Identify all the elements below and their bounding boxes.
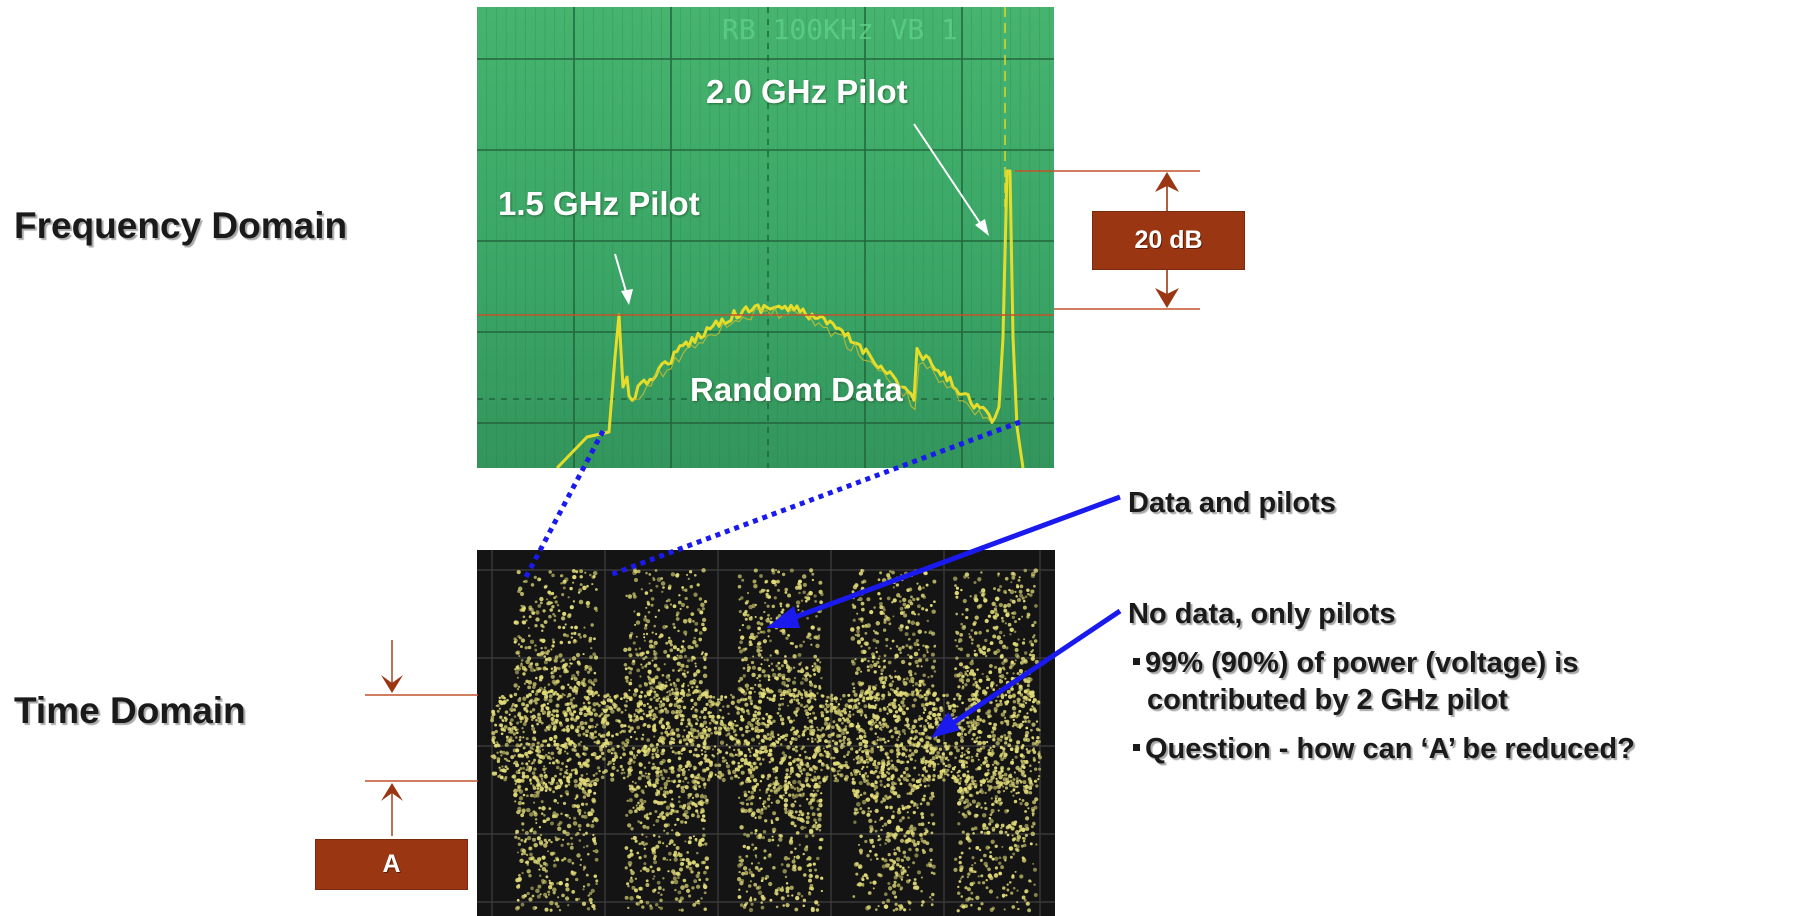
only-pilots-arrow [931, 608, 1122, 738]
data-and-pilots-arrow [766, 494, 1121, 628]
bullet-2: Question - how can ‘A’ be reduced? [1133, 733, 1635, 766]
db-up-arrow [1155, 172, 1179, 211]
time-waveform [477, 550, 1055, 916]
zoom-connector-left [523, 429, 606, 579]
oscilloscope-screen [477, 550, 1055, 916]
spectrum-trace: RB 100KHz VB 1 [477, 7, 1054, 468]
spectrum-analyzer-screen: RB 100KHz VB 1 2.0 GHz Pilot 1.5 GHz Pil… [477, 7, 1054, 468]
frequency-domain-label: Frequency Domain [14, 205, 348, 246]
time-domain-label: Time Domain [14, 690, 246, 731]
bullet-square-icon [1133, 657, 1140, 665]
a-down-arrow [381, 640, 403, 693]
analyzer-header-text: RB 100KHz VB 1 [722, 13, 958, 46]
bullet-1: 99% (90%) of power (voltage) is [1133, 647, 1579, 680]
no-data-label: No data, only pilots [1128, 598, 1396, 630]
bullet-square-icon [1133, 743, 1140, 751]
a-up-arrow [381, 783, 403, 836]
bullet-1-continued: contributed by 2 GHz pilot [1147, 684, 1508, 716]
zoom-connector-right [609, 419, 1021, 578]
db-annotation-box: 20 dB [1092, 211, 1245, 270]
random-data-label: Random Data [690, 371, 903, 408]
data-and-pilots-label: Data and pilots [1128, 487, 1336, 519]
pilot-1-5ghz-label: 1.5 GHz Pilot [498, 185, 700, 222]
pilot-2ghz-label: 2.0 GHz Pilot [706, 73, 908, 110]
db-down-arrow [1155, 268, 1179, 308]
a-annotation-box: A [315, 839, 468, 890]
